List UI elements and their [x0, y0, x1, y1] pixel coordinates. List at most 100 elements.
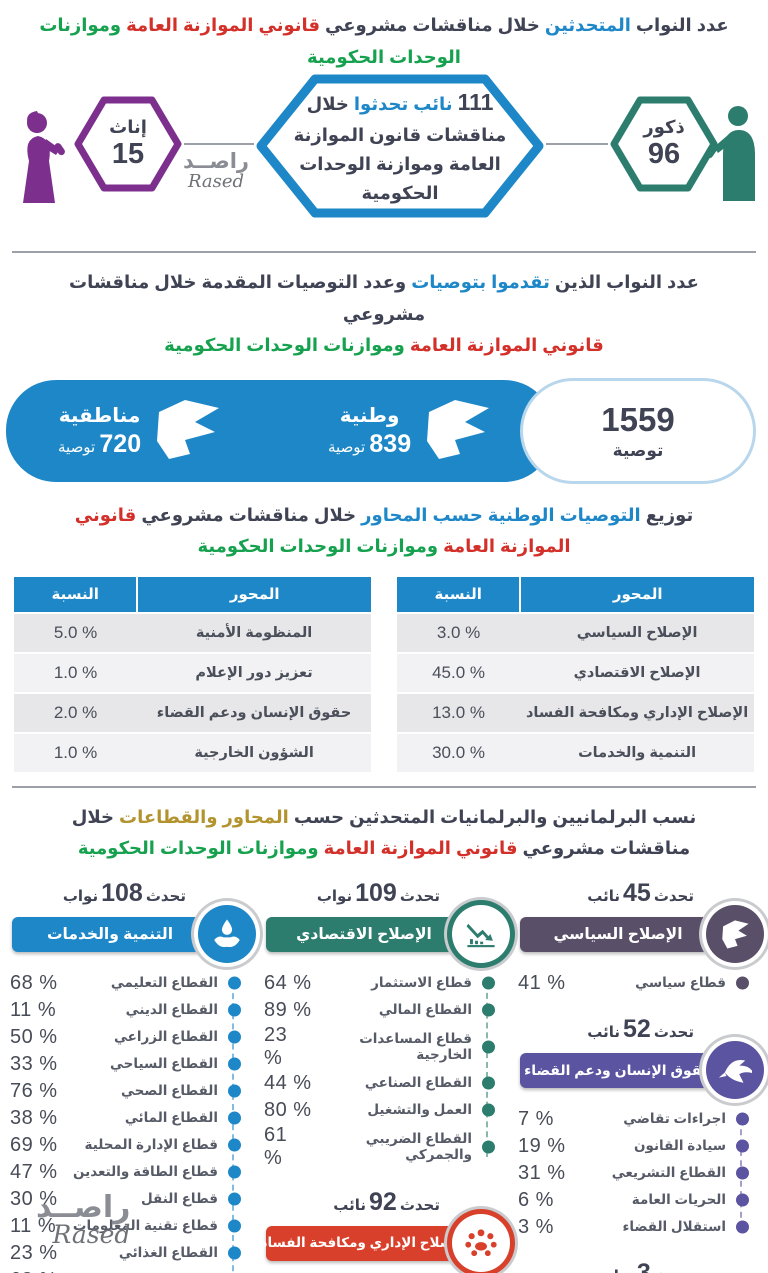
axis-cell: الإصلاح الإداري ومكافحة الفساد [525, 704, 749, 721]
dot-icon [228, 1165, 241, 1179]
admin-count: تحدث92نائب [333, 1187, 440, 1216]
axes-table-right: المحور النسبة الإصلاح السياسي 3.0 % الإص… [397, 576, 754, 772]
rights-count: تحدث52نائب [587, 1014, 694, 1043]
development-banner: التنمية والخدمات [12, 916, 226, 952]
sector-item: قطاع الإدارة المحلية 69 % [10, 1132, 241, 1159]
axis-cell: حقوق الإنسان ودعم القضاء [156, 704, 352, 721]
dot-icon [228, 1084, 241, 1098]
sector-item: القطاع الضريبي والجمركي 61 % [264, 1124, 495, 1170]
total-speakers-line2: مناقشات قانون الموازنة العامة وموازنة ال… [293, 125, 507, 203]
regional-value: 720 توصية [58, 430, 142, 458]
sector-item: القطاع التعليمي 68 % [10, 970, 241, 997]
declining-chart-icon [452, 905, 510, 963]
dot-icon [228, 1246, 241, 1260]
column-header-axis: المحور [521, 576, 754, 612]
dot-icon [228, 1003, 241, 1017]
dot-icon [228, 1057, 241, 1071]
political-banner: الإصلاح السياسي [520, 916, 734, 952]
sector-item: القطاع التشريعي 31 % [518, 1160, 749, 1187]
pct-cell: 5.0 % [53, 622, 98, 642]
sector-item: القطاع الزراعي 50 % [10, 1024, 241, 1051]
meeting-people-icon [452, 1214, 510, 1272]
dot-icon [228, 1111, 241, 1125]
sector-item: القطاع الصناعي 44 % [264, 1070, 495, 1097]
dot-icon [736, 1220, 749, 1234]
sector-item: القطاع الصحي 76 % [10, 1078, 241, 1105]
females-label: إناث [109, 116, 147, 137]
axis-cell: التنمية والخدمات [578, 744, 697, 761]
males-hexagon: ذكور 96 [606, 91, 722, 197]
dot-icon [482, 1040, 495, 1053]
jordan-map-icon [706, 905, 764, 963]
economic-count: تحدث109نواب [316, 878, 440, 907]
total-recommendations-pill: 1559 توصية [520, 377, 756, 484]
total-speakers-line1: 111 نائب تحدثوا خلال [306, 89, 494, 116]
recommendations-banner: 1559 توصية وطنية 839 توصية [6, 377, 762, 484]
pct-cell: 30.0 % [432, 742, 486, 762]
dot-icon [736, 976, 749, 990]
dove-icon [706, 1041, 764, 1099]
regional-recommendations: مناطقية 720 توصية [58, 396, 223, 467]
dot-icon [228, 1138, 241, 1152]
female-speaker-icon [10, 109, 66, 210]
political-count: تحدث45نائب [587, 878, 694, 907]
dot-icon [482, 1103, 495, 1117]
dot-icon [228, 976, 241, 990]
section4-title: نسب البرلمانيين والبرلمانيات المتحدثين ح… [71, 806, 697, 859]
column-political-rights-media-security: تحدث45نائب الإصلاح السياسي قطاع سياسي [516, 878, 764, 1273]
sector-item: استقلال القضاء 3 % [518, 1214, 749, 1241]
sector-item: قطاع سياسي 41 % [518, 970, 749, 997]
national-label: وطنية [339, 405, 400, 427]
sector-item: القطاع المالي 89 % [264, 997, 495, 1024]
table-body: المنظومة الأمنية 5.0 % تعزيز دور الإعلام… [14, 613, 371, 772]
political-items: قطاع سياسي 41 % [518, 970, 752, 997]
economic-banner: الإصلاح الاقتصادي [266, 916, 480, 952]
dashed-rail [232, 982, 234, 1273]
table-row: الشؤون الخارجية 1.0 % [14, 733, 371, 772]
sector-item: اجراءات تقاضي 7 % [518, 1106, 749, 1133]
dot-icon [736, 1112, 749, 1126]
sector-item: العمل والتشغيل 80 % [264, 1097, 495, 1124]
speakers-hexagon-row: إناث 15 راصــد Rased 111 نائب تحدثوا خلا… [0, 74, 768, 237]
sector-item: قطاع المساعدات الخارجية 23 % [264, 1024, 495, 1070]
section2-title: عدد النواب الذين تقدموا بتوصيات وعدد الت… [69, 272, 699, 355]
national-value: 839 توصية [328, 430, 412, 458]
media-count: تحدث3نواب [599, 1258, 694, 1273]
axis-cell: الشؤون الخارجية [194, 744, 314, 761]
pct-cell: 2.0 % [53, 702, 98, 722]
axis-cell: الإصلاح الاقتصادي [573, 664, 701, 681]
dot-icon [736, 1139, 749, 1153]
development-block: تحدث108نواب التنمية والخدمات القطاع التع… [8, 878, 256, 1273]
axis-cell: الإصلاح السياسي [576, 624, 698, 641]
males-label: ذكور [643, 116, 685, 137]
sectors-columns: تحدث45نائب الإصلاح السياسي قطاع سياسي [0, 879, 768, 1273]
total-recommendations-value: 1559 [601, 400, 675, 438]
column-header-pct: النسبة [14, 576, 137, 612]
regional-label: مناطقية [58, 405, 141, 427]
rased-logo: راصــد Rased [36, 1191, 131, 1249]
economic-block: تحدث109نواب الإصلاح الاقتصادي قطاع الاست… [262, 878, 510, 1170]
table-row: الإصلاح الإداري ومكافحة الفساد 13.0 % [397, 693, 754, 732]
table-body: الإصلاح السياسي 3.0 % الإصلاح الاقتصادي … [397, 613, 754, 772]
males-value: 96 [647, 137, 681, 170]
media-block: تحدث3نواب تعزيز دور الإعلام القطاع الإعل… [516, 1259, 760, 1273]
connector-line [184, 143, 254, 145]
dot-icon [228, 1219, 241, 1233]
axes-table-left: المحور النسبة المنظومة الأمنية 5.0 % تعز… [14, 576, 371, 772]
admin-banner: الإصلاح الإداري ومكافحة الفساد [261, 1225, 480, 1261]
jordan-map-icon [421, 396, 493, 467]
development-count: تحدث108نواب [62, 878, 186, 907]
dot-icon [736, 1166, 749, 1180]
male-speaker-icon [706, 103, 764, 208]
sector-item: سيادة القانون 19 % [518, 1133, 749, 1160]
table-row: تعزيز دور الإعلام 1.0 % [14, 653, 371, 692]
rights-block: تحدث52نائب حقوق الإنسان ودعم القضاء اجرا… [516, 1014, 764, 1241]
dot-icon [228, 1192, 241, 1206]
dot-icon [482, 976, 495, 990]
sector-item: القطاع المائي 38 % [10, 1105, 241, 1132]
section3-title: توزيع التوصيات الوطنية حسب المحاور خلال … [74, 504, 694, 557]
axis-cell: المنظومة الأمنية [195, 624, 313, 641]
rights-banner: حقوق الإنسان ودعم القضاء [520, 1052, 734, 1088]
table-row: الإصلاح الاقتصادي 45.0 % [397, 653, 754, 692]
sector-item: القطاع الغذائي 23 % [10, 1240, 241, 1267]
